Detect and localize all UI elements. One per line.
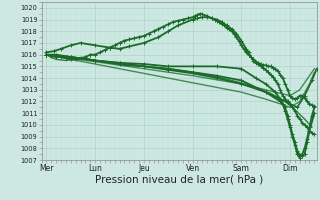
X-axis label: Pression niveau de la mer( hPa ): Pression niveau de la mer( hPa ) — [95, 175, 263, 185]
